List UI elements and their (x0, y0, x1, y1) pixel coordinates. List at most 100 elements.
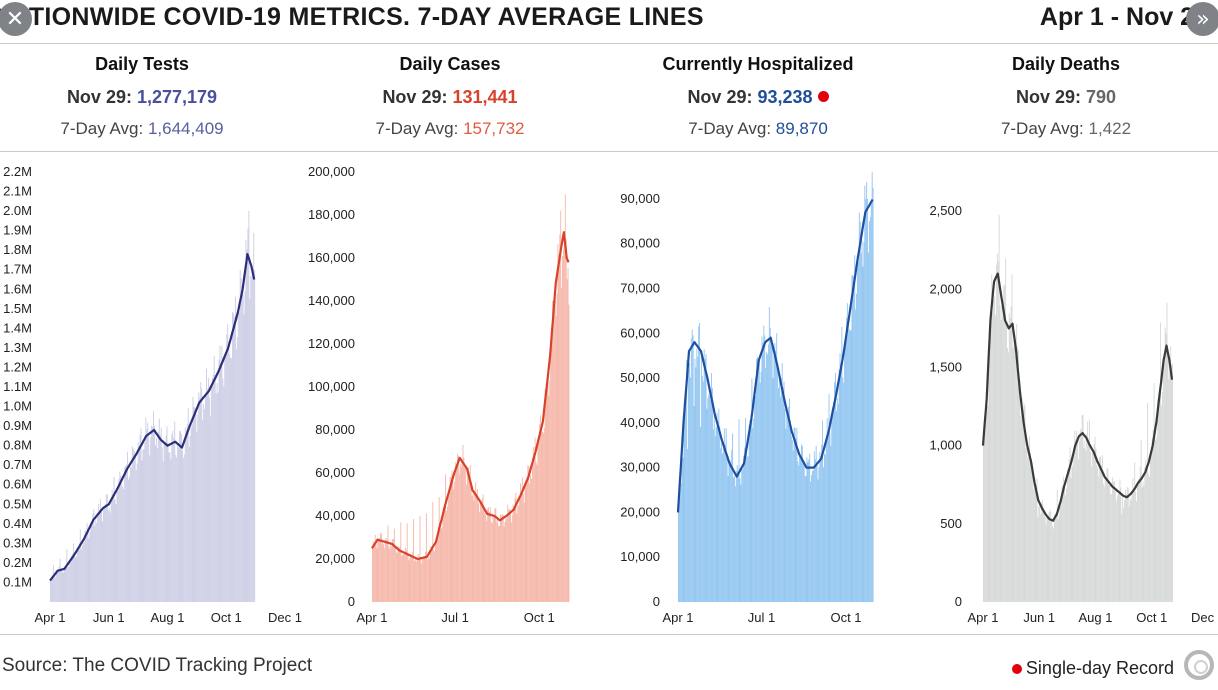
daily-bar (698, 326, 700, 602)
daily-bar (521, 477, 523, 602)
chart-title: NATIONWIDE COVID-19 METRICS. 7-DAY AVERA… (0, 3, 704, 31)
daily-bar (232, 313, 234, 602)
daily-bar (558, 254, 560, 602)
daily-bar (768, 307, 770, 602)
daily-bar (133, 451, 135, 602)
daily-bar (1074, 430, 1076, 602)
daily-bar (801, 445, 803, 602)
daily-bar (405, 550, 407, 602)
daily-bar (1141, 487, 1143, 602)
y-tick-label: 2.2M (3, 164, 32, 179)
daily-bar (440, 528, 442, 602)
daily-bar (1083, 447, 1085, 602)
daily-bar (101, 511, 103, 602)
daily-bar (1056, 489, 1058, 602)
daily-bar (246, 249, 248, 602)
daily-bar (451, 470, 453, 602)
daily-bar (504, 521, 506, 602)
daily-bar (1113, 480, 1115, 602)
daily-bar (85, 531, 87, 602)
daily-bar (144, 442, 146, 602)
daily-bar (832, 407, 834, 602)
daily-bar (380, 532, 382, 602)
daily-bar (776, 333, 778, 602)
daily-bar (129, 466, 131, 602)
daily-bar (448, 496, 450, 602)
y-tick-label: 100,000 (308, 379, 355, 394)
daily-bar (1046, 515, 1048, 602)
daily-bar (812, 470, 814, 602)
daily-bar (838, 369, 840, 602)
daily-bar (684, 414, 686, 602)
daily-bar (73, 543, 75, 602)
daily-bar (70, 562, 72, 602)
daily-bar (535, 461, 537, 602)
daily-bar (1099, 457, 1101, 602)
daily-bar (477, 489, 479, 602)
daily-bar (731, 449, 733, 602)
daily-bar (771, 343, 773, 602)
daily-bar (839, 353, 841, 602)
daily-bar (437, 526, 439, 602)
daily-bar (1063, 476, 1065, 602)
daily-bar (417, 554, 419, 602)
daily-bar (792, 450, 794, 602)
daily-bar (59, 558, 61, 602)
daily-bar (121, 483, 123, 602)
daily-bar (241, 295, 243, 602)
daily-bar (231, 358, 233, 602)
y-tick-label: 1.9M (3, 223, 32, 238)
footer-divider (0, 634, 1218, 635)
daily-bar (992, 313, 994, 602)
daily-bar (1017, 346, 1019, 602)
double-chevron-right-icon[interactable]: » (1186, 2, 1218, 36)
y-tick-label: 50,000 (620, 370, 660, 385)
daily-bar (1103, 486, 1105, 602)
daily-bar (710, 399, 712, 602)
daily-bar (187, 407, 189, 602)
daily-bar (219, 345, 221, 602)
daily-bar (687, 449, 689, 602)
daily-bar (802, 462, 804, 602)
daily-bar (1092, 449, 1094, 602)
daily-bar (1087, 421, 1089, 602)
daily-bar (55, 573, 57, 602)
daily-bar (377, 540, 379, 602)
daily-bar (681, 456, 683, 602)
daily-bar (242, 294, 244, 602)
daily-bar (209, 416, 211, 602)
daily-bars (678, 172, 874, 603)
daily-bar (1146, 467, 1148, 602)
daily-bar (820, 456, 822, 602)
daily-bar (152, 427, 154, 602)
daily-bar (205, 393, 207, 602)
daily-bar (524, 486, 526, 602)
daily-bar (454, 481, 456, 602)
daily-bar (699, 322, 701, 602)
daily-bar (424, 556, 426, 602)
daily-bar (372, 548, 373, 602)
y-tick-label: 1,500 (929, 359, 962, 374)
daily-bar (1164, 327, 1166, 602)
daily-bar (416, 559, 418, 602)
daily-bar (83, 541, 85, 602)
daily-bar (1148, 473, 1149, 602)
y-tick-label: 80,000 (620, 236, 660, 251)
daily-bar (501, 513, 503, 602)
daily-bar (1054, 512, 1056, 602)
daily-bar (1006, 347, 1008, 602)
avg-value: 157,732 (463, 119, 525, 138)
daily-bar (990, 308, 992, 602)
chart-panel-2: 0 10,000 20,000 30,000 40,000 50,000 60,000 70,… (620, 172, 874, 625)
daily-bar (869, 217, 871, 602)
daily-bar (559, 234, 561, 602)
daily-bar (1068, 459, 1070, 602)
daily-bar (754, 400, 756, 602)
daily-bar (402, 554, 404, 602)
y-tick-label: 0 (955, 594, 962, 609)
close-x-icon[interactable]: ✕ (0, 2, 32, 36)
daily-bar (1089, 452, 1091, 602)
daily-bar (1019, 415, 1021, 602)
daily-bar (1137, 479, 1139, 602)
daily-bar (398, 547, 400, 602)
